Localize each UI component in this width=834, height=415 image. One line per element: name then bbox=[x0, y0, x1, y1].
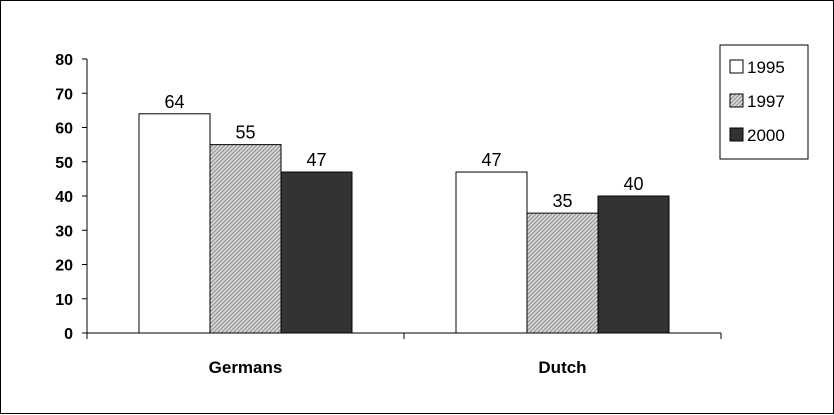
y-tick-label: 20 bbox=[55, 258, 73, 275]
data-label: 47 bbox=[481, 150, 501, 170]
bar-1995-dutch bbox=[455, 171, 528, 334]
y-tick-label: 60 bbox=[55, 121, 73, 138]
y-tick-label: 50 bbox=[55, 155, 73, 172]
legend-label: 1997 bbox=[747, 92, 785, 111]
bar-2000-germans bbox=[280, 171, 353, 334]
legend-swatch bbox=[729, 93, 744, 108]
x-category-label: Germans bbox=[209, 358, 283, 377]
bar-1997-germans bbox=[209, 144, 282, 334]
y-tick-label: 40 bbox=[55, 189, 73, 206]
x-axis: Germans Dutch bbox=[86, 332, 722, 377]
bar-1997-dutch bbox=[526, 212, 599, 334]
y-axis: 0 10 20 30 40 50 60 70 80 bbox=[55, 52, 88, 343]
y-tick-label: 30 bbox=[55, 223, 73, 240]
bar-2000-dutch bbox=[597, 195, 670, 334]
y-tick-label: 70 bbox=[55, 86, 73, 103]
y-tick-label: 0 bbox=[64, 326, 73, 343]
legend-label: 2000 bbox=[747, 126, 785, 145]
x-category-label: Dutch bbox=[538, 358, 586, 377]
data-label: 40 bbox=[623, 174, 643, 194]
legend-label: 1995 bbox=[747, 58, 785, 77]
legend-swatch bbox=[729, 59, 744, 74]
data-label: 35 bbox=[552, 191, 572, 211]
y-tick-label: 80 bbox=[55, 52, 73, 69]
data-label: 47 bbox=[306, 150, 326, 170]
data-label: 55 bbox=[235, 123, 255, 143]
y-tick-label: 10 bbox=[55, 292, 73, 309]
bar-1995-germans bbox=[138, 113, 211, 334]
bars: 64 55 47 47 35 40 bbox=[138, 92, 670, 334]
legend: 1995 1997 2000 bbox=[719, 44, 809, 160]
legend-swatch bbox=[729, 127, 744, 142]
data-label: 64 bbox=[164, 92, 184, 112]
